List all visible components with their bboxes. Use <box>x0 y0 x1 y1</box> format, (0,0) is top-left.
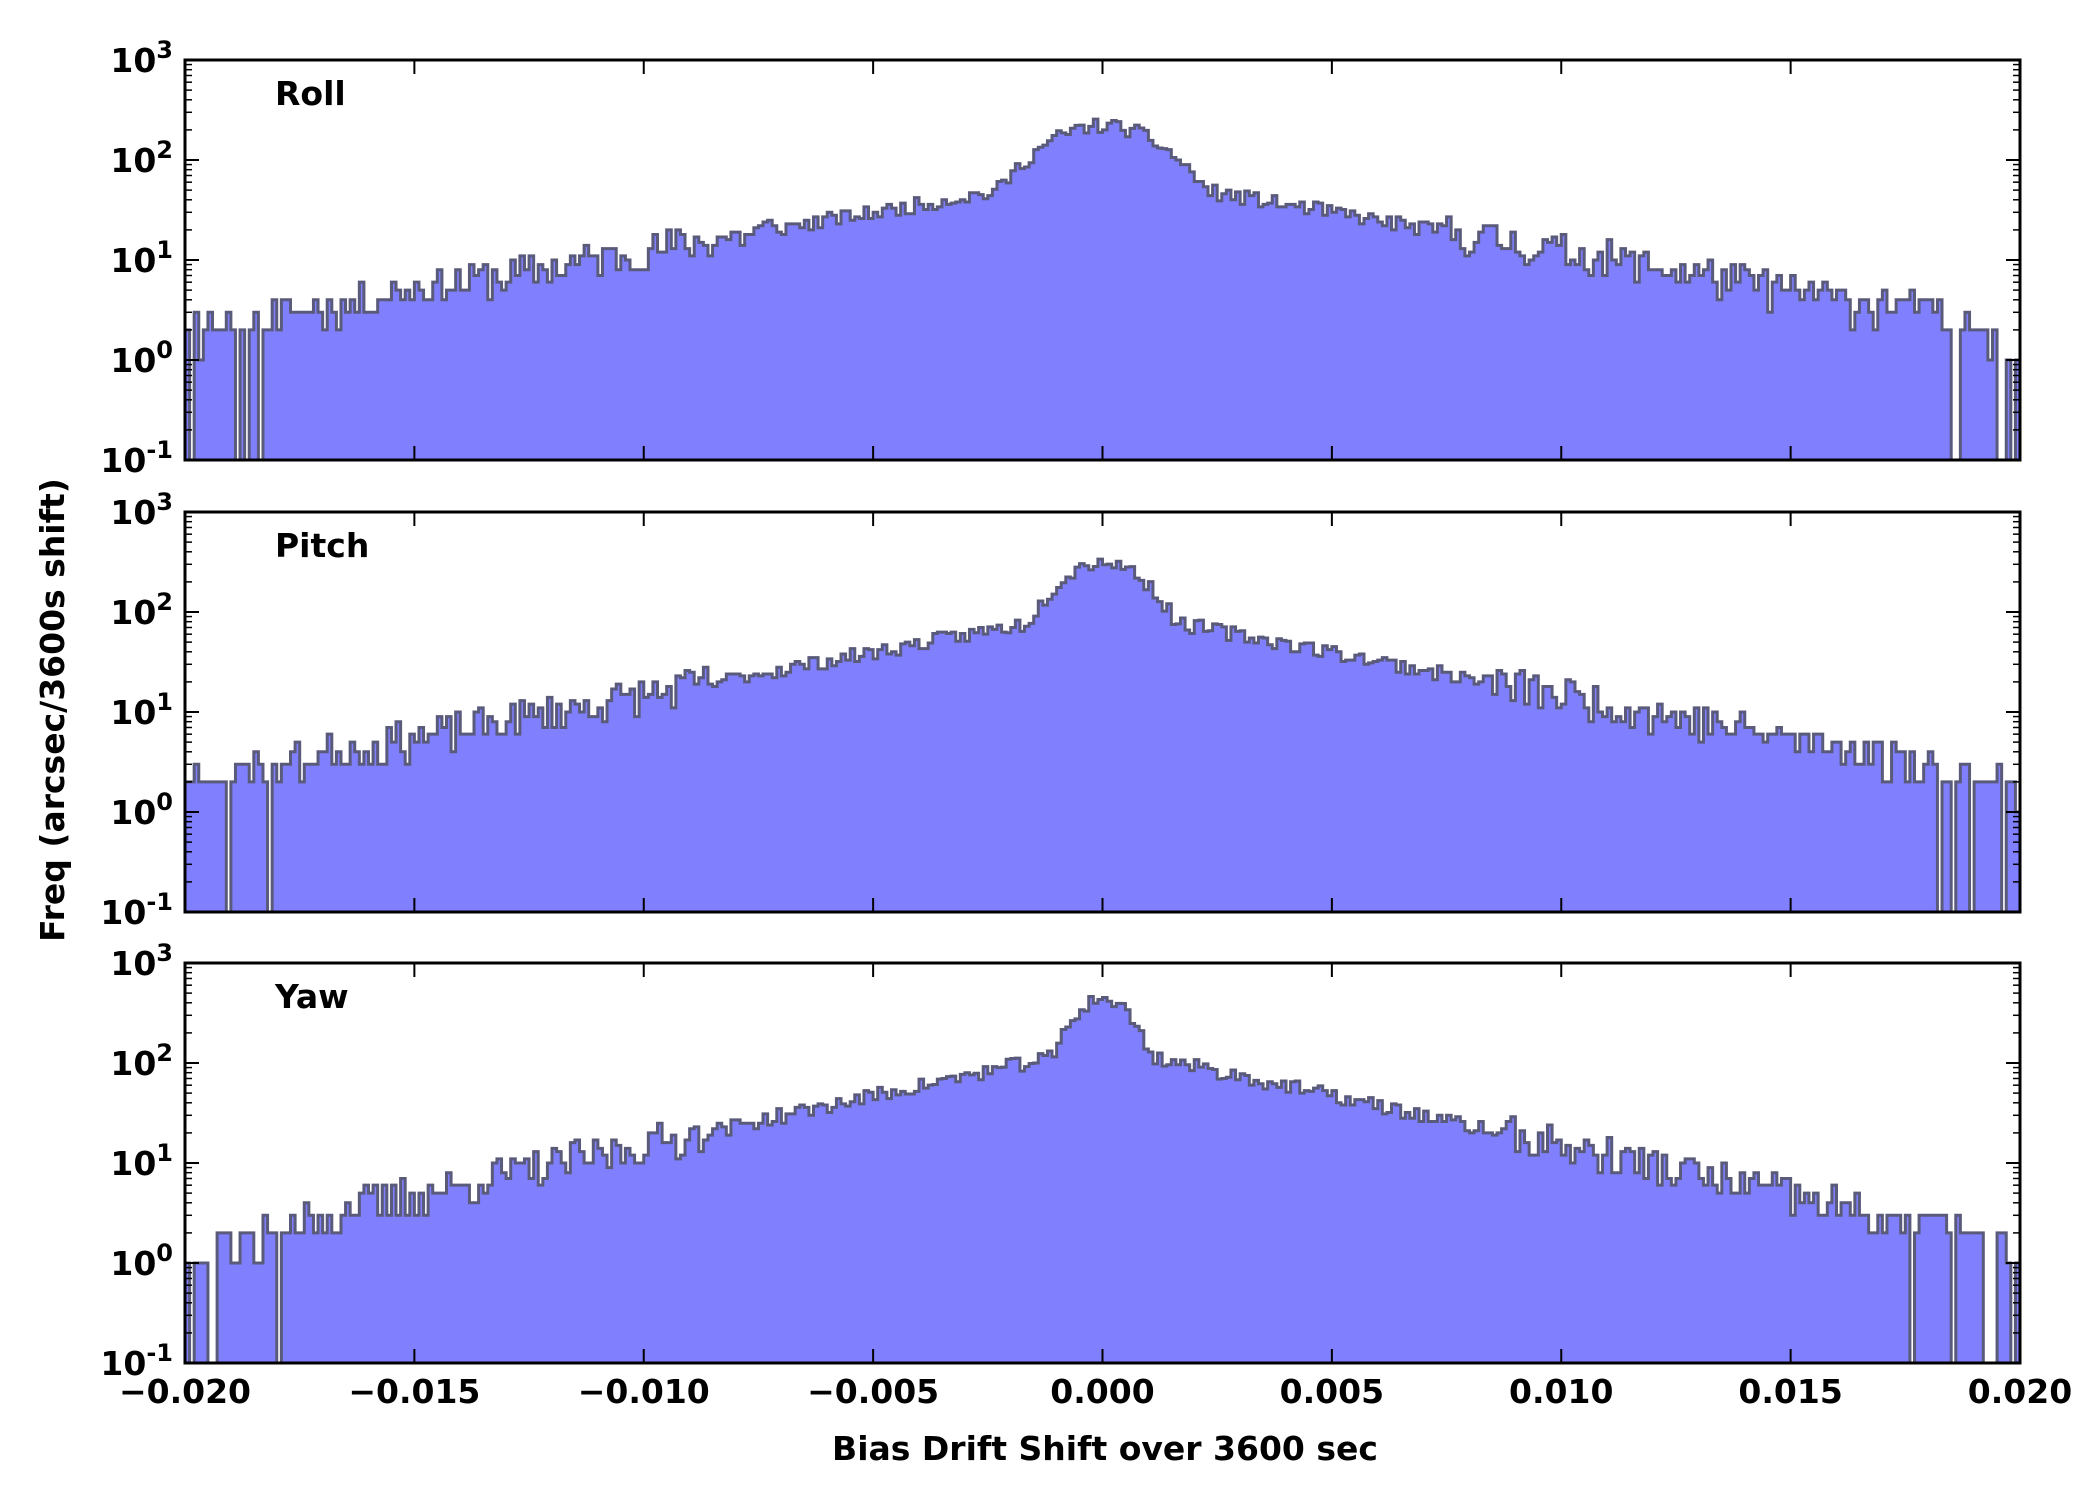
y-tick-label: 10-1 <box>100 436 173 480</box>
x-tick-label: 0.020 <box>1968 1372 2072 1411</box>
y-tick-label-base: 10 <box>110 341 156 380</box>
y-tick-label-exponent: -1 <box>146 888 173 916</box>
y-tick-label: 10-1 <box>100 888 173 932</box>
y-tick-label-base: 10 <box>100 893 146 932</box>
y-tick-label-base: 10 <box>110 241 156 280</box>
panel-title-pitch: Pitch <box>275 526 369 565</box>
y-tick-label-base: 10 <box>110 141 156 180</box>
y-tick-label-base: 10 <box>110 793 156 832</box>
histogram-bars-yaw <box>185 995 2020 1363</box>
x-tick-label: 0.000 <box>1050 1372 1154 1411</box>
y-tick-label: 103 <box>110 939 173 983</box>
y-tick-label-base: 10 <box>110 493 156 532</box>
y-tick-label-exponent: 1 <box>156 688 173 716</box>
x-tick-label: −0.005 <box>807 1372 939 1411</box>
y-tick-label: 102 <box>110 1039 173 1083</box>
y-tick-label: 102 <box>110 136 173 180</box>
y-tick-label: 101 <box>110 236 173 280</box>
x-axis-label: Bias Drift Shift over 3600 sec <box>832 1429 1378 1468</box>
y-tick-label: 102 <box>110 588 173 632</box>
y-tick-label-exponent: 1 <box>156 1139 173 1167</box>
y-tick-label-exponent: 0 <box>156 336 173 364</box>
x-tick-label: 0.015 <box>1738 1372 1842 1411</box>
panels-group: 10310210110010-1Roll10310210110010-1Pitc… <box>100 36 2072 1411</box>
x-tick-label: 0.010 <box>1509 1372 1613 1411</box>
y-tick-label: 100 <box>110 336 173 380</box>
y-tick-label-exponent: 0 <box>156 1239 173 1267</box>
y-tick-label-base: 10 <box>110 41 156 80</box>
x-tick-label: −0.010 <box>578 1372 710 1411</box>
y-tick-label-exponent: -1 <box>146 1339 173 1367</box>
x-tick-label: 0.005 <box>1280 1372 1384 1411</box>
x-tick-label: −0.015 <box>348 1372 480 1411</box>
y-tick-label-exponent: 3 <box>156 488 173 516</box>
y-tick-label-base: 10 <box>110 944 156 983</box>
histogram-bars-pitch <box>185 557 2020 912</box>
y-tick-label-base: 10 <box>100 1344 146 1383</box>
y-tick-label-base: 10 <box>110 1244 156 1283</box>
y-tick-label-base: 10 <box>100 441 146 480</box>
y-tick-label: 100 <box>110 788 173 832</box>
y-tick-label-base: 10 <box>110 593 156 632</box>
y-tick-label-base: 10 <box>110 693 156 732</box>
y-axis-label: Freq (arcsec/3600s shift) <box>33 478 72 942</box>
y-tick-label-exponent: 3 <box>156 939 173 967</box>
panel-title-roll: Roll <box>275 74 346 113</box>
y-tick-label: 10-1 <box>100 1339 173 1383</box>
x-tick-label: −0.020 <box>119 1372 251 1411</box>
y-tick-label-base: 10 <box>110 1144 156 1183</box>
y-tick-label: 103 <box>110 36 173 80</box>
y-tick-label-base: 10 <box>110 1044 156 1083</box>
panel-title-yaw: Yaw <box>274 977 349 1016</box>
y-tick-label: 101 <box>110 688 173 732</box>
y-tick-label-exponent: 1 <box>156 236 173 264</box>
y-tick-label-exponent: 2 <box>156 1039 173 1067</box>
y-tick-label-exponent: 0 <box>156 788 173 816</box>
y-tick-label-exponent: 3 <box>156 36 173 64</box>
y-tick-label-exponent: -1 <box>146 436 173 464</box>
y-tick-label-exponent: 2 <box>156 588 173 616</box>
y-tick-label: 101 <box>110 1139 173 1183</box>
histogram-bars-roll <box>185 117 2020 460</box>
y-tick-label: 100 <box>110 1239 173 1283</box>
y-tick-label-exponent: 2 <box>156 136 173 164</box>
y-tick-label: 103 <box>110 488 173 532</box>
